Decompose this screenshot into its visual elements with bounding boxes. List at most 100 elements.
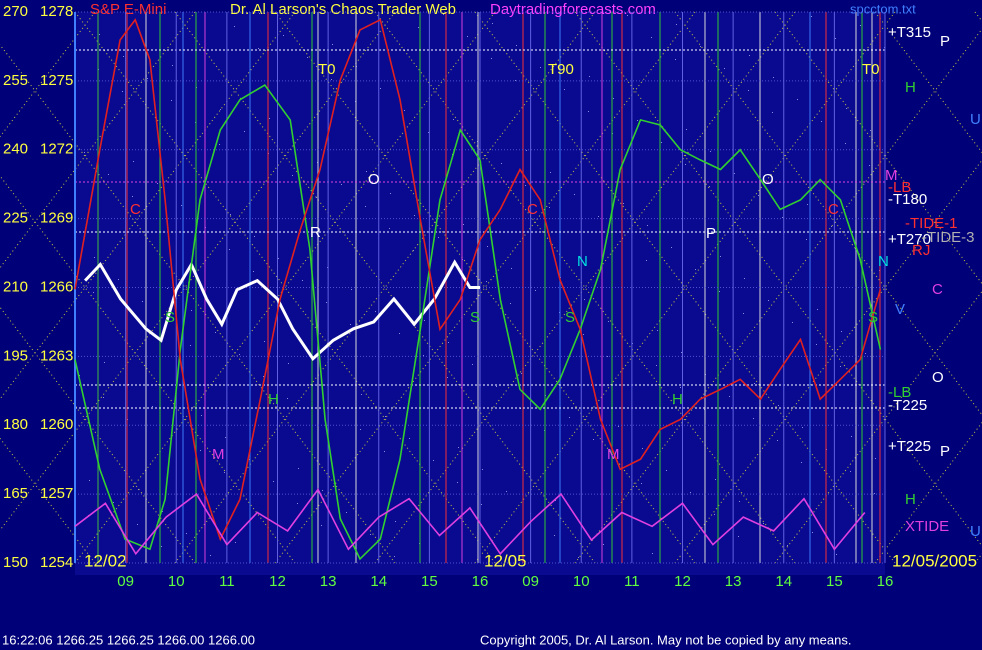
dot [254,236,255,237]
y-tick-label: 1278 [40,3,73,20]
dot [200,450,201,451]
dot [772,112,773,113]
dot [152,406,153,407]
dot [113,502,114,503]
date-label: 12/05 [484,551,527,570]
x-tick-label: 11 [219,573,235,590]
annotation: H [672,391,683,408]
dot [680,387,681,388]
dot [641,483,642,484]
dot [535,290,536,291]
dot [269,118,270,119]
dot [656,365,657,366]
dot [700,46,701,47]
dot [332,44,333,45]
dot [482,469,483,470]
dot [836,554,837,555]
dot [821,121,822,122]
dot [584,299,585,300]
dot [167,288,168,289]
dot [219,144,220,145]
dot [806,239,807,240]
dot [162,511,163,512]
dot [710,151,711,152]
y-tick-label: 1254 [40,554,73,571]
dot [787,545,788,546]
level-label: V [895,301,905,318]
dot [647,225,648,226]
series-line [74,487,866,556]
dot [801,462,802,463]
annotation: C [130,201,141,218]
dot [423,355,424,356]
chart-title: Dr. Al Larson's Chaos Trader Web [230,1,456,18]
dot [292,175,293,176]
dot [365,206,366,207]
dot [714,514,715,515]
dot [181,205,182,206]
dot [89,480,90,481]
dot [583,334,584,335]
dot [259,13,260,14]
dot [719,291,720,292]
dot [288,363,289,364]
dot [346,512,347,513]
x-tick-label: 13 [725,573,742,590]
y2-tick-label: 255 [3,72,28,89]
dot [652,553,653,554]
x-tick-label: 10 [168,573,185,590]
dot [350,324,351,325]
dot [273,481,274,482]
dot [574,194,575,195]
dot [79,375,80,376]
dot [792,322,793,323]
dot [608,321,609,322]
annotation: T0 [318,61,336,78]
dot [675,59,676,60]
dot [331,79,332,80]
dot [549,207,550,208]
dot [457,482,458,483]
dot [777,440,778,441]
dot [564,89,565,90]
dot [99,34,100,35]
dot [754,383,755,384]
level-label: -T180 [888,191,927,208]
dot [554,535,555,536]
dot [749,55,750,56]
dot [593,439,594,440]
level-label: C [932,281,943,298]
dot [846,108,847,109]
dot [768,300,769,301]
dot [366,171,367,172]
dot [778,405,779,406]
dot [831,226,832,227]
annotation: M [212,446,225,463]
dot [93,292,94,293]
dot [307,57,308,58]
dot [104,362,105,363]
dot [220,109,221,110]
dot [302,280,303,281]
dot [729,396,730,397]
series-line [74,83,882,561]
annotation: S [868,309,878,326]
dot [744,278,745,279]
dot [613,98,614,99]
dot [578,557,579,558]
y2-tick-label: 210 [3,278,28,295]
status: 16:22:06 1266.25 1266.25 1266.00 1266.00 [2,632,255,647]
y2-tick-label: 225 [3,210,28,227]
dot [840,366,841,367]
dot [487,246,488,247]
dot [521,373,522,374]
dot [258,48,259,49]
annotation: S [165,309,175,326]
dot [142,301,143,302]
x-tick-label: 09 [117,573,134,590]
dot [802,427,803,428]
dot [360,429,361,430]
y-tick-label: 1275 [40,72,73,89]
dot [321,525,322,526]
y2-tick-label: 165 [3,485,28,502]
